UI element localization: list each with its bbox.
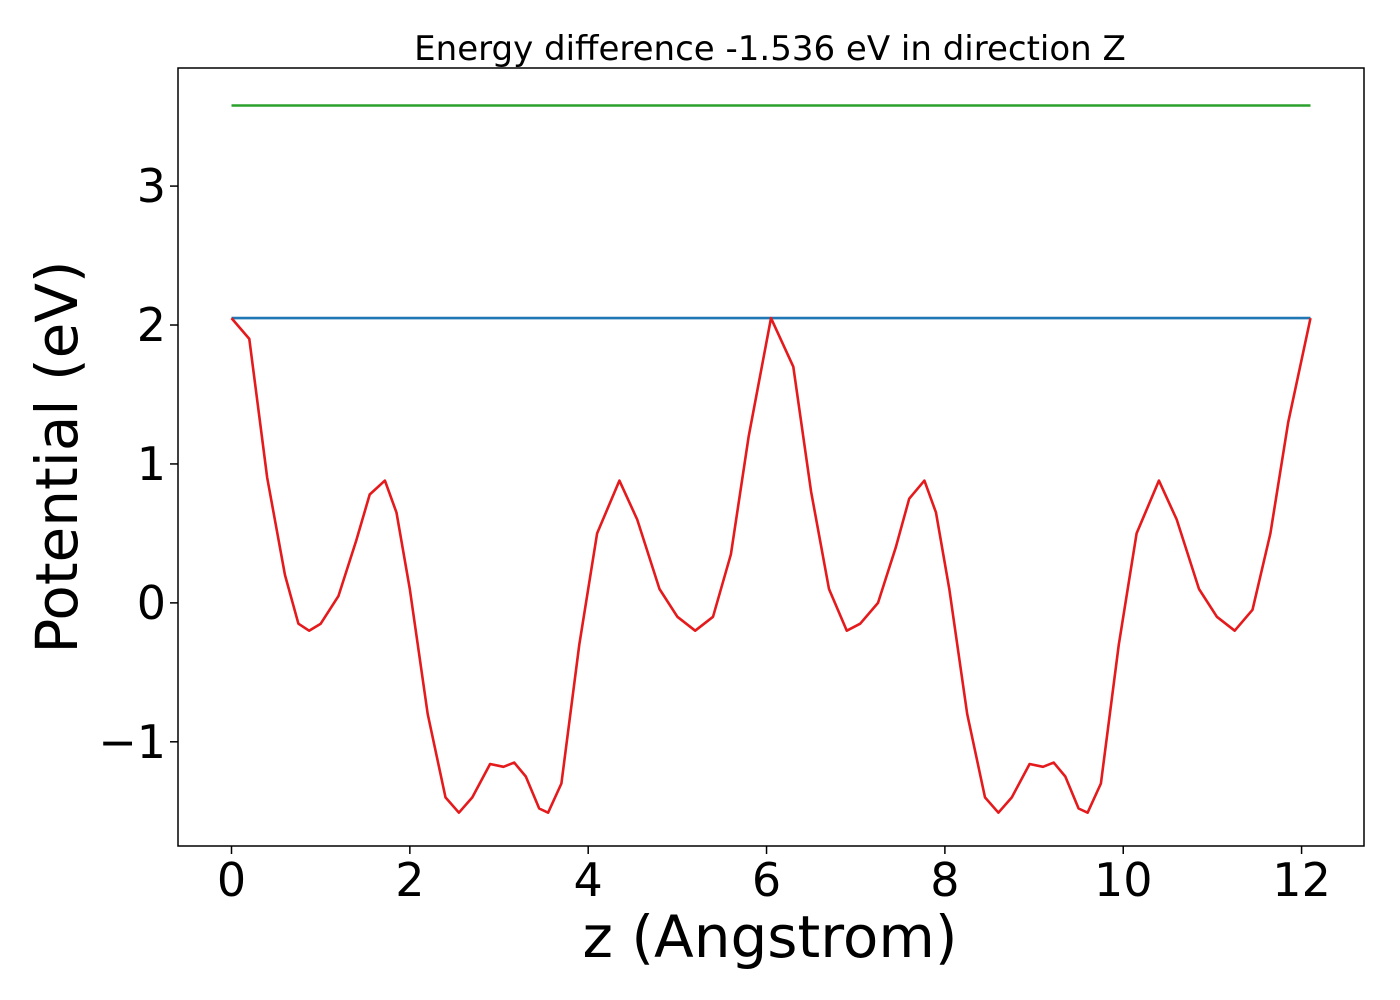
x-tick-label: 6 — [752, 853, 781, 907]
series-layer — [230, 104, 1312, 815]
x-ticks: 0 2 4 6 8 10 12 — [217, 846, 1331, 907]
x-tick-label: 2 — [395, 853, 424, 907]
y-tick-label: 0 — [137, 576, 166, 630]
x-axis-label: z (Angstrom) — [583, 903, 958, 971]
y-tick-label: 1 — [137, 437, 166, 491]
y-tick-label: 2 — [137, 298, 166, 352]
plot-frame — [177, 67, 1365, 847]
y-tick-label: −1 — [98, 715, 166, 769]
x-tick-label: 10 — [1094, 853, 1153, 907]
x-tick-label: 4 — [574, 853, 603, 907]
x-tick-label: 0 — [217, 853, 246, 907]
chart-title: Energy difference -1.536 eV in direction… — [414, 29, 1126, 69]
x-tick-label: 8 — [930, 853, 959, 907]
series-line-2 — [230, 316, 1312, 815]
x-tick-label: 12 — [1272, 853, 1331, 907]
y-axis-label: Potential (eV) — [23, 260, 91, 653]
y-tick-label: 3 — [137, 159, 166, 213]
y-ticks: −1 0 1 2 3 — [98, 159, 178, 769]
